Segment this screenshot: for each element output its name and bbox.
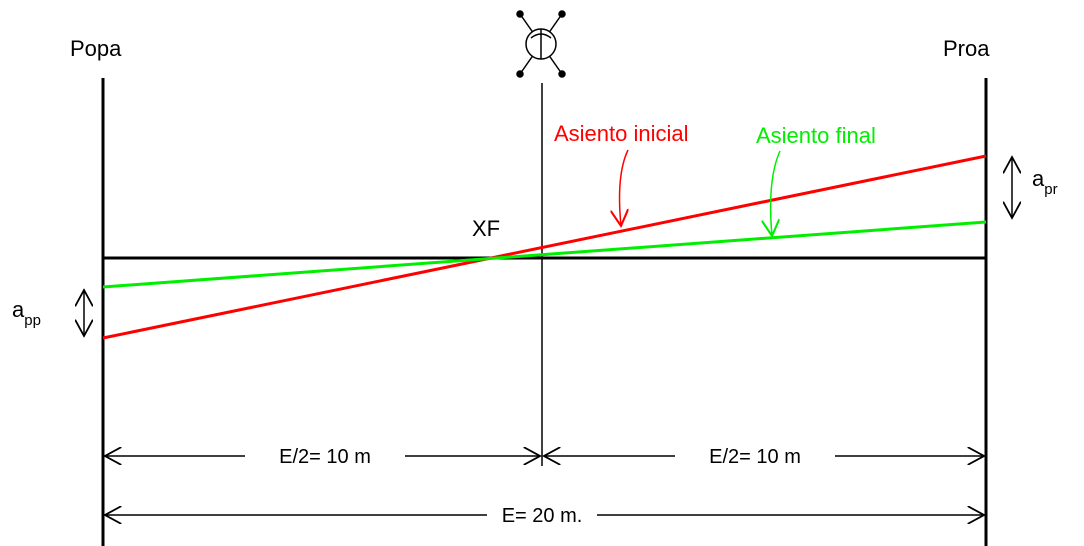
initial-trim-line xyxy=(102,154,987,340)
left-half-dimension: E/2= 10 m xyxy=(105,446,540,468)
final-trim-pointer xyxy=(771,150,781,236)
stern-draft-change-label: app xyxy=(12,297,41,329)
bow-draft-change-label: apr xyxy=(1032,166,1058,198)
initial-trim-pointer xyxy=(620,149,628,226)
initial-trim-label: Asiento inicial xyxy=(554,121,689,146)
final-trim-label: Asiento final xyxy=(756,123,876,148)
final-trim-line xyxy=(102,220,987,289)
left-half-label: E/2= 10 m xyxy=(279,446,371,468)
right-half-dimension: E/2= 10 m xyxy=(544,446,984,468)
total-length-label: E= 20 m. xyxy=(502,505,583,527)
flotation-center-label: XF xyxy=(472,216,500,241)
bow-label: Proa xyxy=(943,36,990,61)
right-half-label: E/2= 10 m xyxy=(709,446,801,468)
stern-label: Popa xyxy=(70,36,122,61)
total-length-dimension: E= 20 m. xyxy=(105,505,984,527)
midship-symbol-icon xyxy=(516,10,566,78)
